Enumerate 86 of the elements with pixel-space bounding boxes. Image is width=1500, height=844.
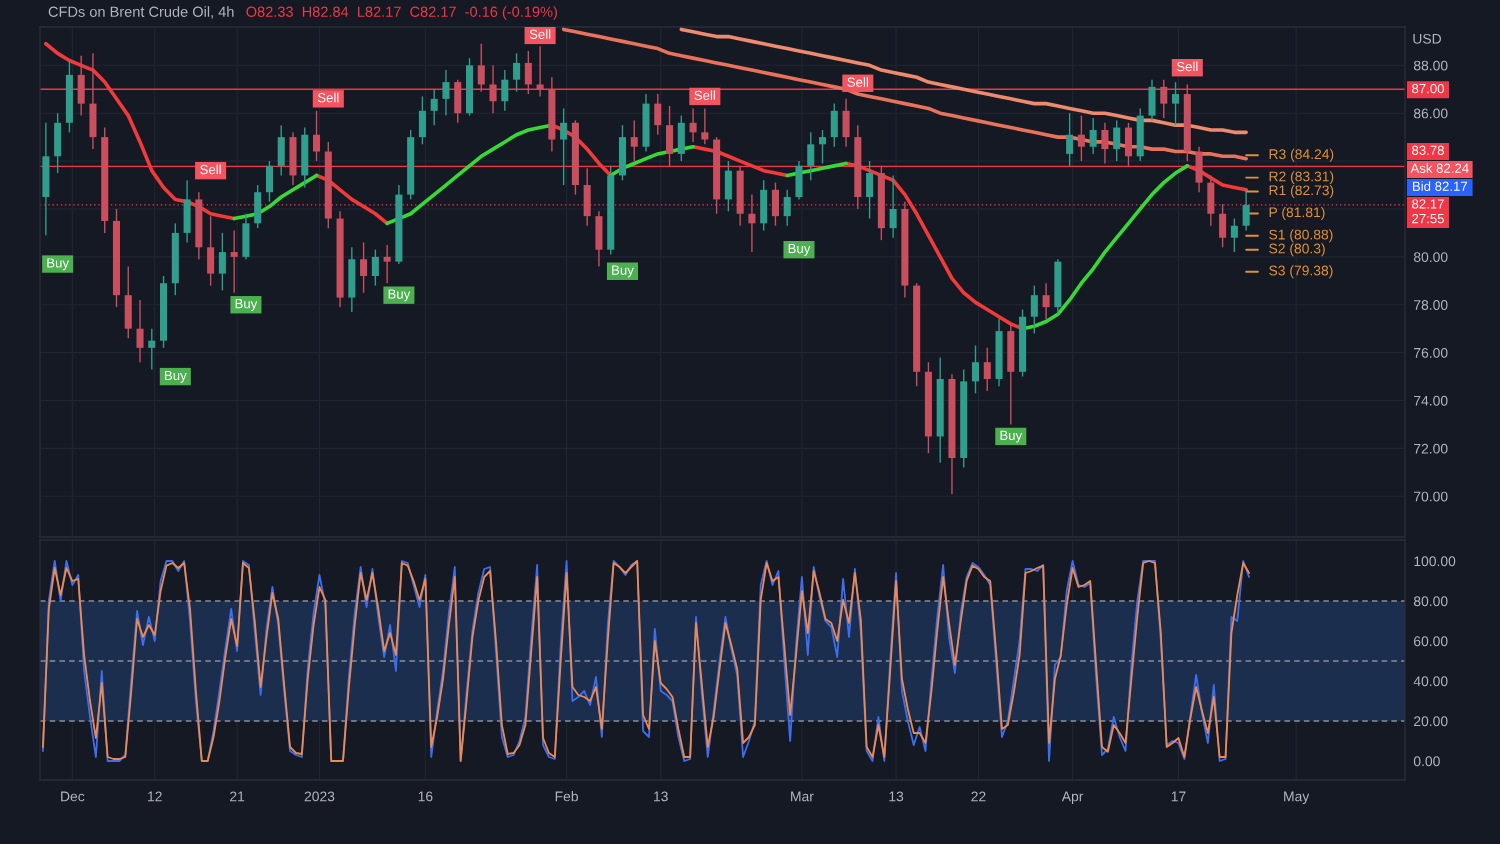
candlestick (1042, 282, 1050, 320)
candlestick (1172, 81, 1180, 126)
x-tick-label: May (1284, 791, 1310, 805)
y-tick-label: 100.00 (1414, 556, 1456, 567)
candlestick (1089, 117, 1097, 155)
candlestick (889, 174, 897, 239)
candlestick (1242, 188, 1250, 232)
text: Bid 82.17 (1413, 181, 1468, 191)
series-label: S1 (80.88) (1269, 229, 1333, 243)
candlestick (971, 344, 980, 395)
y-tick-label: 80.00 (1413, 596, 1448, 607)
x-tick-label: 2023 (304, 791, 335, 802)
line-series (679, 27, 1248, 135)
candlestick (1113, 119, 1121, 162)
candlestick (818, 129, 827, 165)
candlestick (360, 241, 368, 294)
candlestick (983, 347, 991, 392)
candlestick (489, 64, 497, 114)
series-label: R1 (82.73) (1269, 185, 1334, 198)
candlestick (1160, 78, 1168, 119)
candlestick (477, 43, 485, 93)
y-tick-label: 40.00 (1413, 676, 1448, 687)
y-tick-label: 72.00 (1414, 443, 1448, 454)
candlestick (536, 45, 544, 98)
x-tick-label: 16 (418, 791, 433, 802)
candlestick (513, 52, 521, 93)
x-tick-label: 13 (889, 791, 904, 802)
candlestick (807, 131, 815, 181)
candlestick (501, 69, 509, 112)
line-series (561, 27, 1248, 161)
chart-title: CFDs on Brent Crude Oil, 4h (48, 6, 234, 19)
ref-line-label: 83.78 (1412, 145, 1444, 155)
candlestick (313, 110, 321, 162)
y-tick-label: 78.00 (1414, 300, 1448, 310)
candlestick (1101, 122, 1109, 165)
candlestick (654, 93, 662, 136)
x-tick-label: 21 (230, 791, 245, 802)
candlestick (218, 232, 226, 292)
y-tick-label: 60.00 (1414, 636, 1448, 647)
candlestick (442, 69, 450, 117)
candlestick (148, 327, 156, 371)
candlestick (689, 107, 697, 143)
ref-line-label: 87.00 (1412, 83, 1444, 94)
series-label: S3 (79.38) (1269, 265, 1333, 279)
x-tick-label: 12 (148, 791, 162, 802)
candlestick (1030, 284, 1038, 335)
y-tick-label: 70.00 (1414, 491, 1448, 502)
y-tick-label: 76.00 (1414, 347, 1448, 358)
x-tick-label: Feb (555, 791, 578, 802)
series-label: P (81.81) (1269, 207, 1325, 220)
x-tick-label: Dec (61, 791, 85, 802)
candlestick (1219, 203, 1227, 248)
y-axis-title: USD (1413, 33, 1441, 44)
candlestick (383, 244, 391, 284)
series-label: S2 (80.3) (1269, 243, 1325, 257)
x-tick-label: 22 (971, 791, 986, 802)
y-tick-label: 0.00 (1413, 756, 1440, 767)
y-tick-label: 86.00 (1413, 108, 1448, 119)
candlestick (1077, 114, 1085, 162)
y-tick-label: 74.00 (1414, 395, 1448, 406)
ref-line-label: 82.17 27:55 (1412, 199, 1444, 224)
y-tick-label: 20.00 (1414, 716, 1448, 727)
x-tick-label: Mar (791, 791, 814, 802)
x-tick-label: 17 (1171, 791, 1186, 802)
candlestick (430, 88, 438, 126)
candlestick (748, 193, 756, 253)
chart-subtitle: O82.33 H82.84 L82.17 C82.17 -0.16 (-0.19%) (246, 6, 557, 20)
y-tick-label: 80.00 (1413, 252, 1448, 263)
candlestick (701, 107, 709, 146)
candlestick (630, 119, 638, 162)
candlestick (1066, 112, 1074, 167)
x-tick-label: 13 (654, 791, 668, 802)
candlestick (136, 299, 144, 363)
candlestick (230, 229, 238, 294)
line-series (42, 560, 1250, 762)
candlestick (560, 107, 568, 186)
candlestick (524, 50, 532, 95)
series-label: R3 (84.24) (1269, 148, 1334, 162)
candlestick (371, 248, 379, 287)
series-label: R2 (83.31) (1269, 171, 1334, 185)
text: Ask 82.24 (1410, 163, 1469, 173)
x-tick-label: Apr (1061, 791, 1084, 805)
candlestick (1230, 217, 1238, 253)
y-tick-label: 88.00 (1413, 60, 1448, 71)
candlestick (783, 189, 791, 227)
candlestick (866, 160, 874, 220)
